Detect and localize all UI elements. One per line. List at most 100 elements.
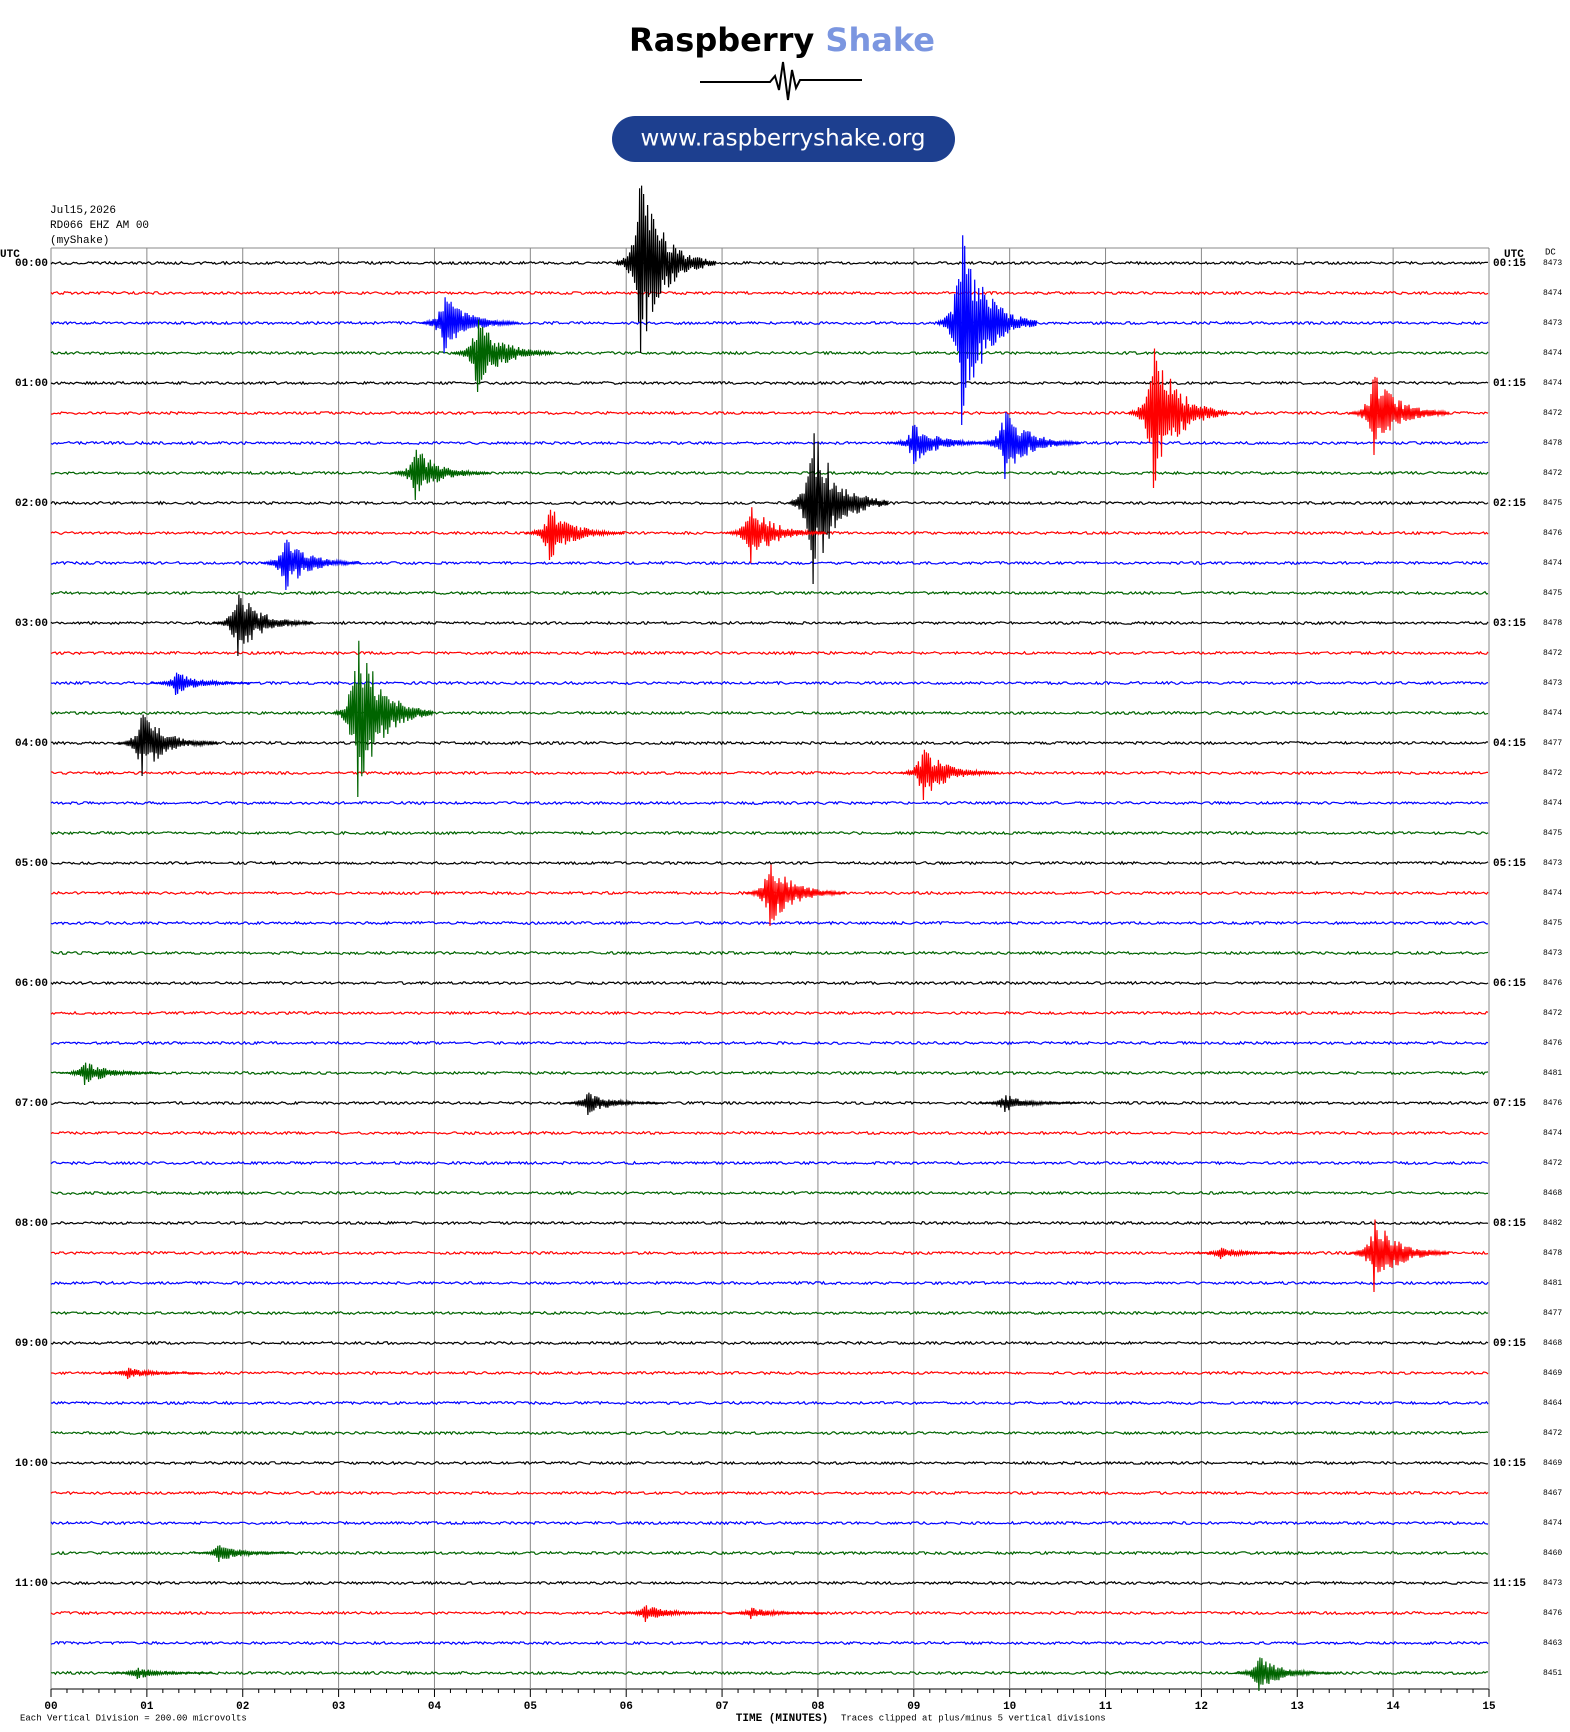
left-time-label: 04:00 xyxy=(15,738,48,750)
dc-value: 8472 xyxy=(1543,1009,1562,1018)
right-time-label: 00:15 xyxy=(1493,258,1526,270)
trace xyxy=(50,680,1489,686)
x-tick-label: 15 xyxy=(1482,1701,1496,1713)
left-time-label: 00:00 xyxy=(15,258,48,270)
trace xyxy=(50,1400,1489,1406)
dc-value: 8474 xyxy=(1543,1519,1562,1528)
seismic-event xyxy=(112,1667,213,1680)
trace xyxy=(50,1340,1489,1346)
trace xyxy=(50,650,1489,656)
trace xyxy=(50,1220,1489,1226)
x-tick-label: 01 xyxy=(140,1701,154,1713)
dc-value: 8482 xyxy=(1543,1219,1562,1228)
left-time-label: 05:00 xyxy=(15,858,48,870)
seismic-event xyxy=(524,509,625,561)
seismic-event xyxy=(1233,1657,1335,1692)
trace xyxy=(50,320,1489,326)
trace xyxy=(50,980,1489,986)
seismic-event xyxy=(979,411,1081,480)
seismic-event xyxy=(193,1545,295,1563)
x-tick-label: 04 xyxy=(428,1701,442,1713)
seismic-event xyxy=(725,507,827,564)
seismic-event xyxy=(744,864,846,927)
dc-value: 8476 xyxy=(1543,979,1562,988)
dc-value: 8475 xyxy=(1543,499,1562,508)
trace xyxy=(50,260,1489,266)
x-tick-label: 08 xyxy=(811,1701,825,1713)
trace xyxy=(50,1520,1489,1526)
dc-value: 8472 xyxy=(1543,1159,1562,1168)
left-time-label: 08:00 xyxy=(15,1218,48,1230)
seismic-event xyxy=(615,185,717,354)
right-time-label: 01:15 xyxy=(1493,378,1526,390)
clip-note: Traces clipped at plus/minus 5 vertical … xyxy=(841,1713,1106,1723)
seismic-event xyxy=(787,433,889,585)
trace xyxy=(50,1460,1489,1466)
dc-title: DC xyxy=(1545,247,1556,257)
dc-value: 8474 xyxy=(1543,559,1562,568)
right-time-label: 06:15 xyxy=(1493,978,1526,990)
dc-value: 8468 xyxy=(1543,1339,1562,1348)
dc-value: 8474 xyxy=(1543,289,1562,298)
dc-value: 8476 xyxy=(1543,1039,1562,1048)
dc-value: 8463 xyxy=(1543,1639,1562,1648)
seismic-event xyxy=(418,297,520,354)
dc-value: 8474 xyxy=(1543,709,1562,718)
dc-value: 8477 xyxy=(1543,739,1562,748)
dc-value: 8473 xyxy=(1543,949,1562,958)
url[interactable]: www.raspberryshake.org xyxy=(641,126,926,152)
x-tick-label: 03 xyxy=(332,1701,346,1713)
dc-value: 8451 xyxy=(1543,1669,1562,1678)
left-time-label: 09:00 xyxy=(15,1338,48,1350)
seismic-event xyxy=(936,235,1038,426)
trace xyxy=(50,470,1489,476)
dc-value: 8475 xyxy=(1543,829,1562,838)
trace xyxy=(50,1310,1489,1316)
right-time-label: 09:15 xyxy=(1493,1338,1526,1350)
trace xyxy=(50,1190,1488,1196)
x-tick-label: 06 xyxy=(620,1701,633,1713)
seismic-event xyxy=(1195,1247,1296,1260)
left-time-label: 07:00 xyxy=(15,1098,48,1110)
dc-value: 8473 xyxy=(1543,1579,1562,1588)
dc-value: 8472 xyxy=(1543,769,1562,778)
trace xyxy=(50,950,1489,956)
trace xyxy=(50,1640,1489,1646)
trace xyxy=(50,410,1489,416)
right-time-label: 10:15 xyxy=(1493,1458,1526,1470)
trace xyxy=(50,290,1489,296)
trace xyxy=(50,770,1488,776)
seismic-event xyxy=(898,749,999,801)
dc-value: 8481 xyxy=(1543,1279,1562,1288)
x-tick-label: 07 xyxy=(715,1701,728,1713)
seismic-event xyxy=(725,1607,827,1620)
trace xyxy=(50,1490,1489,1496)
left-axis-title: UTC xyxy=(0,249,20,261)
dc-value: 8464 xyxy=(1543,1399,1562,1408)
seismic-event xyxy=(1348,1219,1450,1293)
date: Jul15,2026 xyxy=(50,205,116,217)
x-tick-label: 14 xyxy=(1387,1701,1401,1713)
left-time-label: 11:00 xyxy=(15,1578,48,1590)
dc-value: 8472 xyxy=(1543,469,1562,478)
seismic-event xyxy=(1127,348,1230,489)
logo-wave xyxy=(700,61,862,101)
x-tick-label: 02 xyxy=(236,1701,249,1713)
dc-value: 8469 xyxy=(1543,1369,1562,1378)
url-pill[interactable] xyxy=(612,116,955,162)
x-axis-title: TIME (MINUTES) xyxy=(736,1713,828,1725)
seismic-event xyxy=(1348,376,1450,456)
dc-value: 8472 xyxy=(1543,409,1562,418)
trace xyxy=(50,440,1489,446)
trace xyxy=(50,1040,1489,1046)
dc-value: 8477 xyxy=(1543,1309,1562,1318)
x-tick-label: 00 xyxy=(44,1701,57,1713)
right-time-label: 04:15 xyxy=(1493,738,1526,750)
x-tick-label: 13 xyxy=(1291,1701,1305,1713)
trace xyxy=(50,380,1489,386)
scale-note: Each Vertical Division = 200.00 microvol… xyxy=(20,1713,247,1723)
dc-value: 8476 xyxy=(1543,1609,1562,1618)
seismic-event xyxy=(452,319,554,393)
dc-value: 8472 xyxy=(1543,649,1562,658)
